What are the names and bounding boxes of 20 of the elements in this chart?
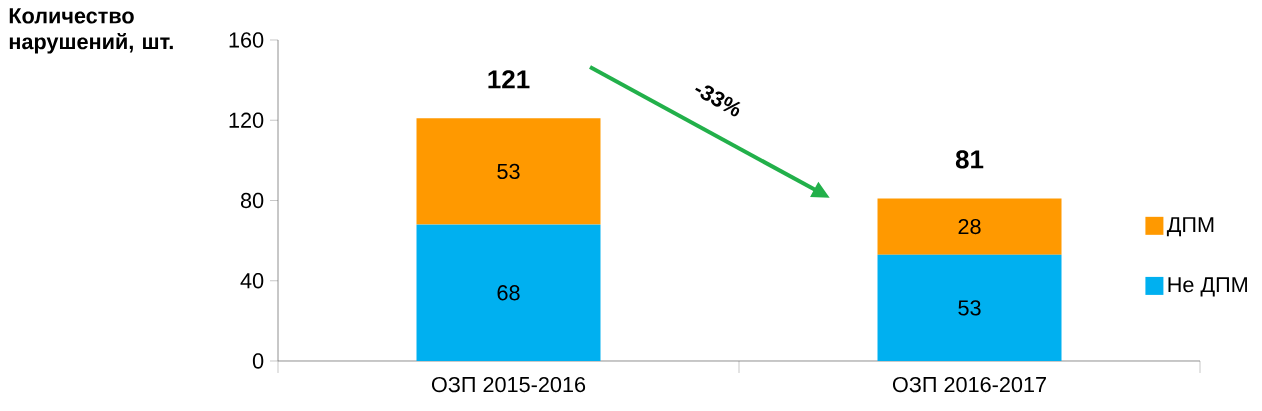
annotation: -33%	[695, 85, 741, 117]
data-label: 53	[958, 300, 981, 316]
y-tick-label: 80	[240, 192, 264, 209]
x-tick-label: ОЗП 2016-2017	[892, 376, 1046, 393]
y-axis-title: Количество нарушений, шт.	[9, 8, 173, 54]
data-label: 28	[958, 218, 981, 235]
data-label: 53	[497, 163, 520, 180]
bar	[416, 224, 601, 361]
y-tick-label: 160	[229, 32, 264, 48]
y-tick-label: 40	[240, 273, 264, 289]
total-label: 121	[488, 70, 530, 89]
bar	[877, 254, 1062, 361]
x-tick-label: ОЗП 2015-2016	[431, 376, 586, 393]
y-tick-label: 0	[252, 353, 264, 369]
bar	[877, 198, 1062, 255]
total-label: 81	[955, 150, 984, 169]
y-tick-label: 120	[229, 112, 264, 128]
data-label: 68	[497, 285, 520, 301]
legend-label: ДПМ	[1166, 217, 1214, 237]
legend-label: Не ДПМ	[1168, 277, 1247, 297]
